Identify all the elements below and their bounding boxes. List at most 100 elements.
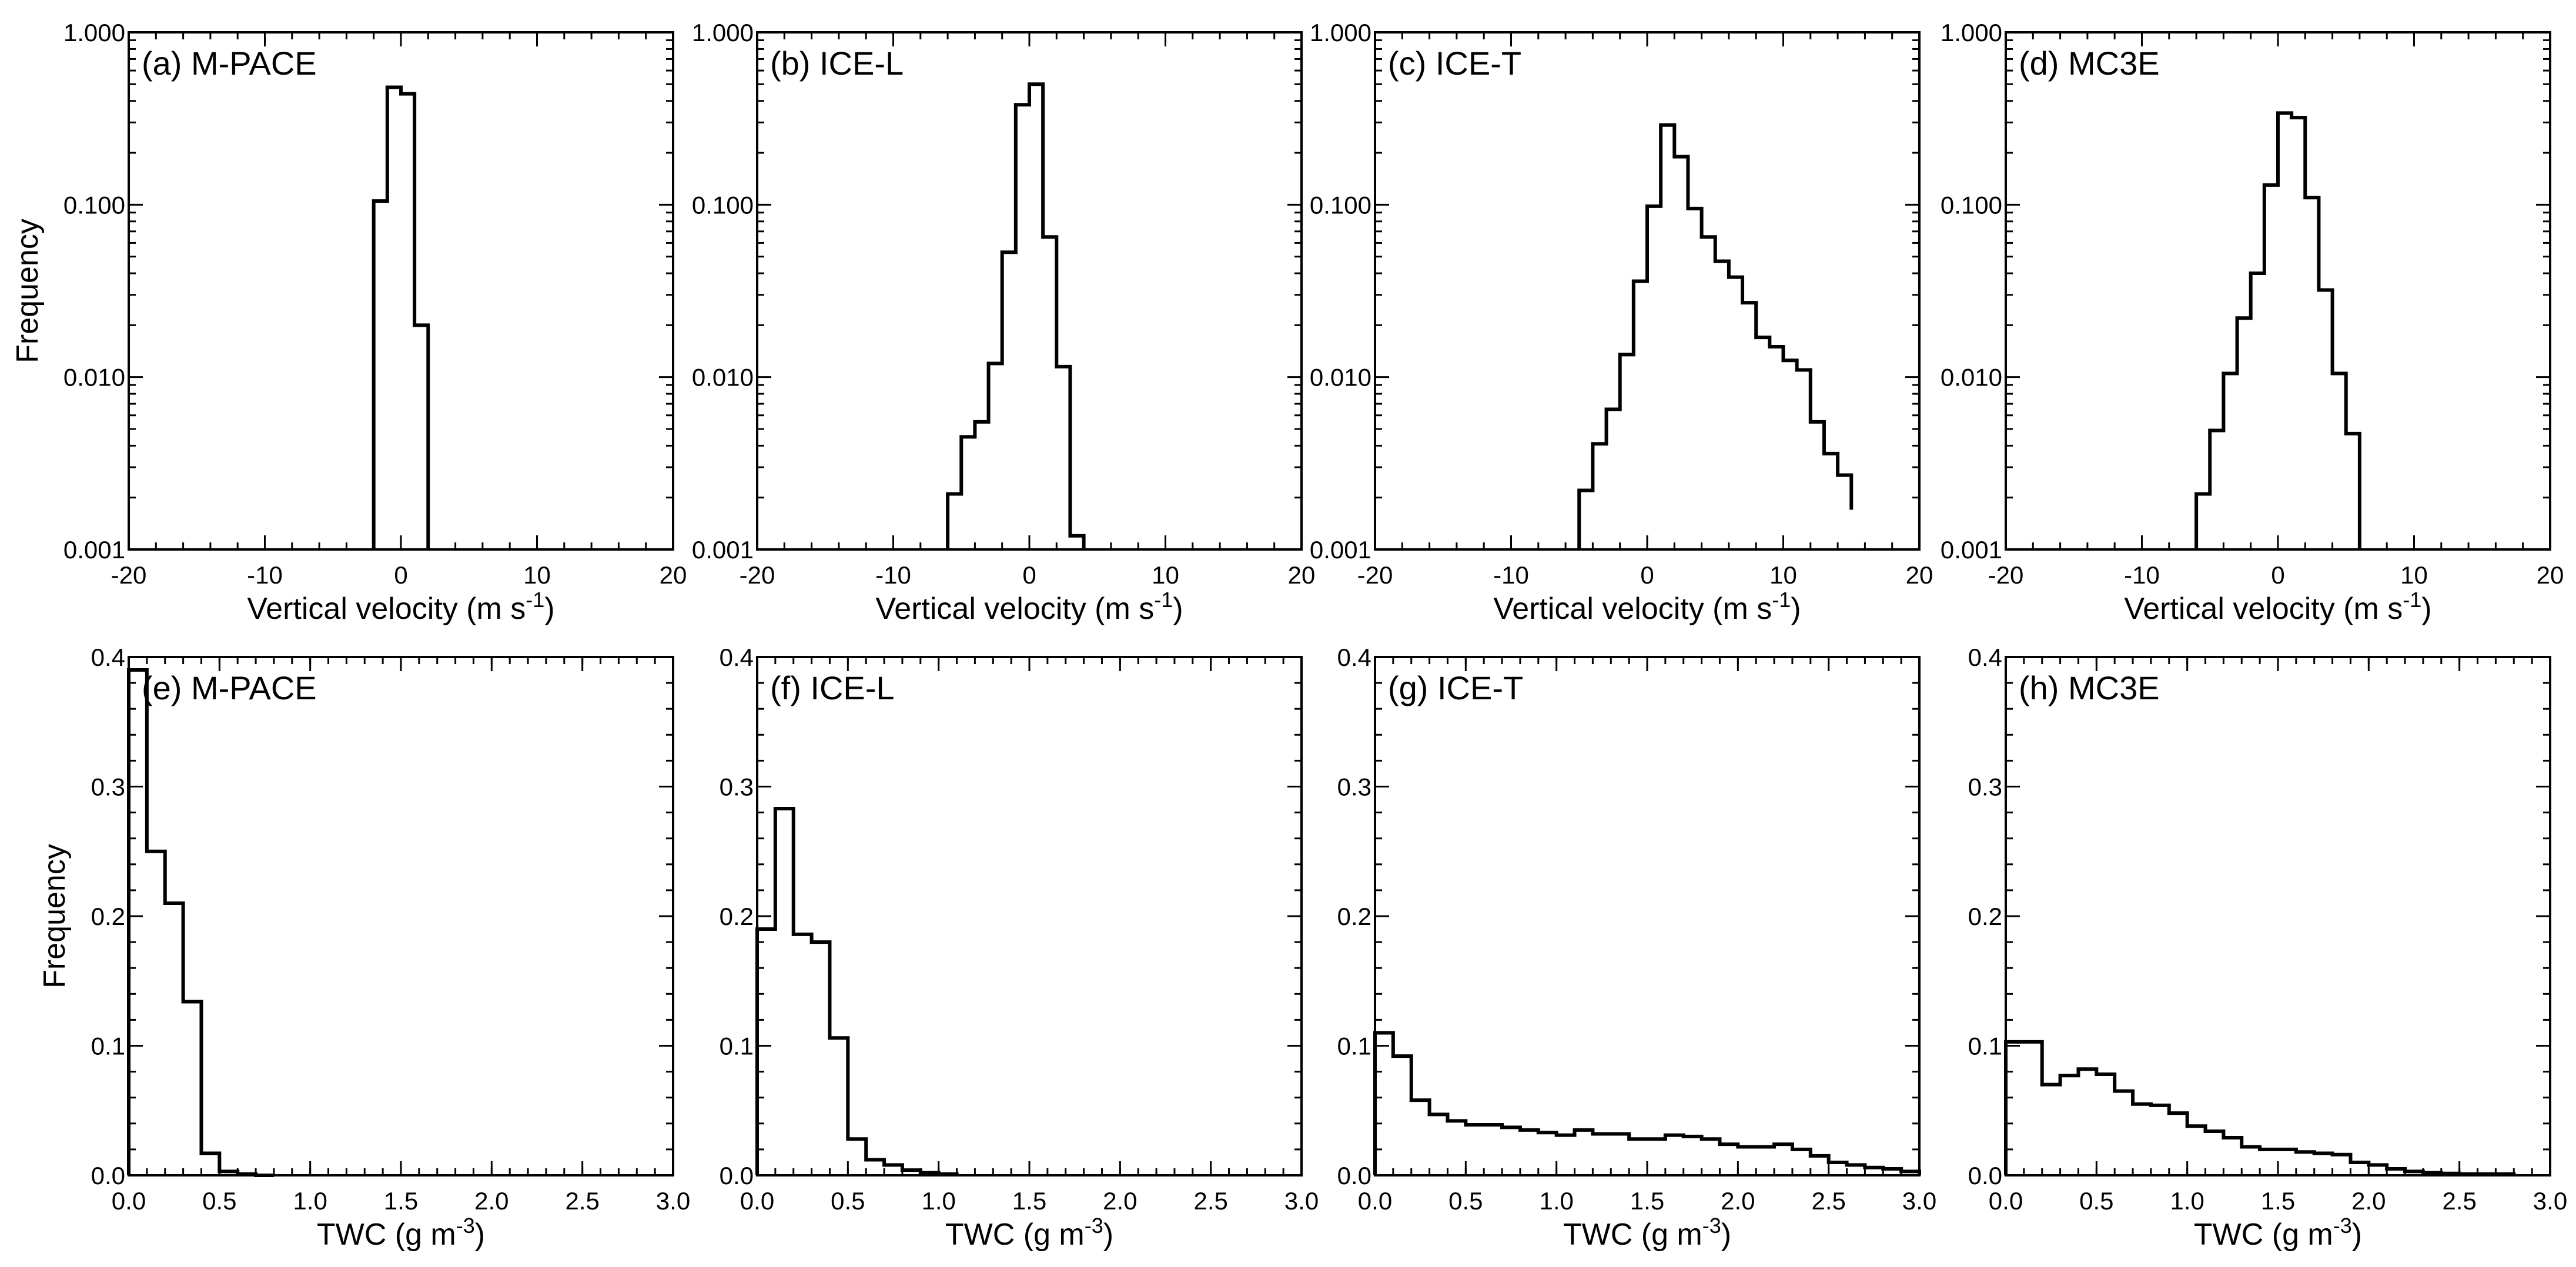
x-tick-label: 1.5	[2261, 1187, 2295, 1215]
histogram-series	[1373, 1031, 1921, 1175]
x-tick-label: 3.0	[2533, 1187, 2567, 1215]
x-tick-label: 20	[1288, 561, 1316, 589]
y-tick-label: 0.100	[1941, 191, 2002, 219]
x-tick-label: 2.5	[2442, 1187, 2476, 1215]
x-tick-label: 0	[1022, 561, 1036, 589]
y-tick-label: 0.010	[63, 364, 125, 391]
x-tick-label: 2.0	[2351, 1187, 2386, 1215]
y-tick-label: 0.3	[720, 773, 754, 801]
y-tick-label: 0.001	[692, 536, 754, 564]
plot-frame	[756, 31, 1303, 551]
y-tick-label: 0.001	[63, 536, 125, 564]
x-tick-label: 3.0	[1902, 1187, 1936, 1215]
x-tick-label: 0.5	[202, 1187, 236, 1215]
x-tick-label: 0.0	[740, 1187, 774, 1215]
x-tick-label: 2.0	[474, 1187, 508, 1215]
histogram-series	[946, 82, 1086, 549]
y-axis-label: Frequency	[11, 219, 45, 363]
x-tick-label: 1.5	[384, 1187, 418, 1215]
x-tick-label: 1.0	[921, 1187, 955, 1215]
histogram-series	[2194, 111, 2361, 549]
x-tick-label: 10	[1769, 561, 1797, 589]
panel-title: (d) MC3E	[2019, 45, 2160, 82]
x-tick-label: -10	[2124, 561, 2160, 589]
y-tick-label: 0.3	[1337, 773, 1371, 801]
x-tick-label: 1.5	[1012, 1187, 1046, 1215]
panel-e: 0.0 0.5 1.0 1.5 2.0 2.5 3.0 0.0 0.1 0.2 0.3 0.4 (e) …	[38, 643, 690, 1252]
x-tick-label: 1.0	[1539, 1187, 1573, 1215]
y-tick-label: 0.4	[91, 643, 125, 671]
panel-c: -20 -10 0 10 20 0.001 0.010 0.100 1.000 (c) ICE-T…	[1310, 19, 1933, 626]
panel-a: -20 -10 0 10 20 0.001 0.010 0.100 1.000 (a) M-PAC…	[11, 19, 687, 626]
x-tick-label: -10	[1493, 561, 1529, 589]
y-tick-label: 0.0	[720, 1162, 754, 1189]
histogram-series	[372, 85, 430, 549]
x-tick-label: 3.0	[656, 1187, 690, 1215]
plot-frame	[128, 656, 674, 1176]
y-tick-label: 0.100	[692, 191, 754, 219]
x-tick-label: 2.5	[1193, 1187, 1227, 1215]
panel-f: 0.0 0.5 1.0 1.5 2.0 2.5 3.0 0.0 0.1 0.2 0.3 0.4 (f) …	[720, 643, 1319, 1252]
x-axis-label: TWC (g m-3)	[317, 1214, 485, 1252]
x-tick-label: 0.0	[1358, 1187, 1392, 1215]
x-tick-label: 2.0	[1103, 1187, 1137, 1215]
x-tick-label: 1.0	[2170, 1187, 2204, 1215]
y-tick-label: 0.0	[1968, 1162, 2002, 1189]
panel-title: (f) ICE-L	[770, 669, 895, 706]
x-axis-label: Vertical velocity (m s-1)	[1493, 588, 1801, 626]
panel-title: (h) MC3E	[2019, 669, 2160, 706]
y-tick-label: 0.010	[692, 364, 754, 391]
x-tick-label: -20	[1357, 561, 1393, 589]
y-tick-label: 0.010	[1941, 364, 2002, 391]
panel-title: (g) ICE-T	[1388, 669, 1523, 706]
plot-frame	[128, 31, 674, 551]
x-tick-label: -20	[111, 561, 147, 589]
x-axis-label: TWC (g m-3)	[1563, 1214, 1731, 1252]
y-axis-label: Frequency	[38, 844, 72, 988]
x-axis-label: TWC (g m-3)	[2194, 1214, 2362, 1252]
panel-title: (e) M-PACE	[142, 669, 317, 706]
plot-frame	[2005, 656, 2551, 1176]
x-tick-label: 20	[1906, 561, 1933, 589]
y-tick-label: 0.2	[1968, 903, 2002, 930]
x-tick-label: -20	[1988, 561, 2024, 589]
y-tick-label: 0.2	[1337, 903, 1371, 930]
y-tick-label: 0.1	[1337, 1033, 1371, 1060]
y-tick-label: 0.001	[1310, 536, 1371, 564]
plot-frame	[756, 656, 1303, 1176]
panel-d: -20 -10 0 10 20 0.001 0.010 0.100 1.000 (d) MC3E V…	[1941, 19, 2564, 626]
x-tick-label: 0.0	[112, 1187, 146, 1215]
x-tick-label: -20	[740, 561, 775, 589]
x-tick-label: 2.0	[1721, 1187, 1755, 1215]
y-tick-label: 0.001	[1941, 536, 2002, 564]
y-tick-label: 1.000	[1941, 19, 2002, 46]
x-axis-label: Vertical velocity (m s-1)	[2124, 588, 2431, 626]
panel-title: (b) ICE-L	[770, 45, 904, 82]
y-tick-label: 0.2	[91, 903, 125, 930]
x-axis-label: Vertical velocity (m s-1)	[247, 588, 554, 626]
y-tick-label: 0.0	[1337, 1162, 1371, 1189]
x-tick-label: 0.5	[831, 1187, 865, 1215]
y-tick-label: 0.4	[1337, 643, 1371, 671]
histogram-series	[1577, 123, 1854, 549]
y-tick-label: 0.3	[1968, 773, 2002, 801]
x-axis-label: TWC (g m-3)	[945, 1214, 1113, 1252]
y-tick-label: 0.4	[720, 643, 754, 671]
y-tick-label: 0.2	[720, 903, 754, 930]
y-tick-label: 0.010	[1310, 364, 1371, 391]
x-tick-label: 0	[394, 561, 407, 589]
x-tick-label: 0.5	[1448, 1187, 1483, 1215]
x-tick-label: 3.0	[1284, 1187, 1319, 1215]
panel-g: 0.0 0.5 1.0 1.5 2.0 2.5 3.0 0.0 0.1 0.2 0.3 0.4 (g) …	[1337, 643, 1937, 1252]
x-tick-label: 10	[523, 561, 551, 589]
x-tick-label: 10	[1152, 561, 1179, 589]
x-tick-label: -10	[247, 561, 283, 589]
plot-frame	[2005, 31, 2551, 551]
x-tick-label: -10	[875, 561, 911, 589]
x-tick-label: 0.5	[2079, 1187, 2113, 1215]
y-tick-label: 0.100	[63, 191, 125, 219]
x-tick-label: 20	[660, 561, 687, 589]
x-tick-label: 2.5	[1811, 1187, 1845, 1215]
y-tick-label: 0.4	[1968, 643, 2002, 671]
